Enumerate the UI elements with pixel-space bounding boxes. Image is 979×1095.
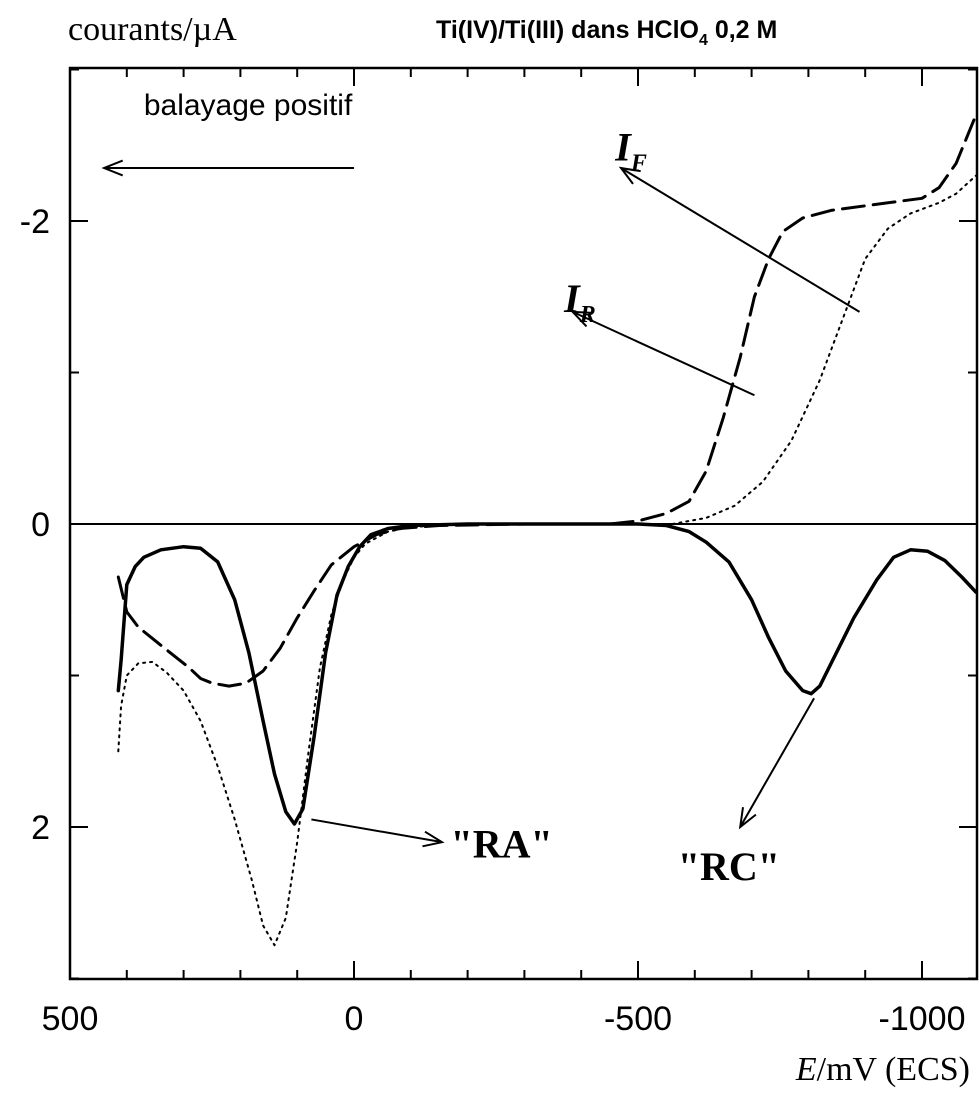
series-line-solid [116, 522, 978, 826]
arrow-line [620, 167, 861, 313]
x-tick-label: -1000 [879, 1000, 966, 1038]
annotation-subscript: F [630, 150, 647, 176]
annotation-quoted-label: "RC" [678, 844, 780, 889]
chart-title: Ti(IV)/Ti(III) dans HClO4 0,2 M [436, 16, 777, 49]
annotation-scan-label: balayage positif [144, 89, 353, 122]
chart-title-subscript: 4 [699, 32, 708, 49]
x-tick-label: -500 [604, 1000, 672, 1038]
y-tick-label: 0 [31, 506, 50, 544]
axis-ticks [69, 68, 977, 980]
annotation-subscript: R [579, 302, 596, 328]
y-tick-label: 2 [31, 809, 50, 847]
x-axis-label-italic: E [795, 1051, 817, 1088]
arrow-head [570, 310, 593, 328]
x-axis-label-rest: /mV (ECS) [817, 1051, 970, 1088]
arrow-head [738, 807, 757, 830]
series-line-dashed [116, 113, 978, 688]
annotation-quoted-label: "RA" [451, 821, 553, 866]
annotation-main-text: I [614, 124, 632, 169]
arrow-line [311, 818, 443, 844]
annotation-current-label: IF [614, 124, 647, 176]
axis-tick-labels: 500 0 -500 -1000 -2 0 2 [20, 203, 966, 1038]
arrow-line [739, 697, 815, 828]
chart-title-suffix: 0,2 M [708, 16, 777, 44]
arrow-head [422, 830, 445, 848]
y-axis-label: courants/µA [68, 11, 237, 48]
x-tick-label: 0 [345, 1000, 364, 1038]
x-axis-label: E/mV (ECS) [795, 1051, 970, 1088]
arrow-line [572, 310, 755, 397]
annotation-current-label: IR [563, 276, 596, 328]
y-tick-label: -2 [20, 203, 50, 241]
arrows-group [101, 159, 861, 848]
annotation-main-text: I [563, 276, 581, 321]
x-tick-label: 500 [42, 1000, 99, 1038]
arrow-head [618, 166, 641, 185]
series-group [116, 113, 978, 947]
arrow-head [101, 159, 124, 177]
chart-title-main: Ti(IV)/Ti(III) dans HClO [436, 16, 699, 44]
